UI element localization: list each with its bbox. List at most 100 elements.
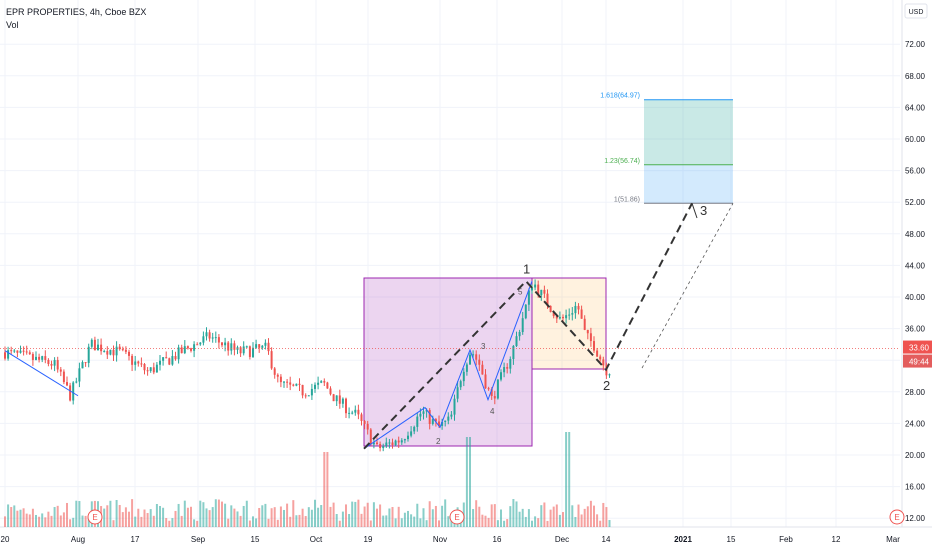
volume-bar: [391, 507, 394, 527]
volume-bar: [360, 513, 363, 527]
fib-zone-lower: [644, 164, 733, 204]
candle-body: [419, 413, 422, 417]
candle-body: [500, 372, 502, 380]
candle-body: [69, 385, 72, 401]
candle-body: [146, 370, 149, 372]
candle-body: [537, 284, 540, 296]
candle-body: [304, 395, 307, 397]
volume-bar: [248, 520, 251, 527]
candle-body: [323, 381, 326, 383]
wave-3-tick: [691, 203, 698, 219]
candle-body: [341, 398, 344, 404]
volume-bar: [174, 510, 177, 527]
volume-legend: Vol: [6, 20, 19, 30]
candle-body: [534, 284, 537, 288]
candle-body: [360, 414, 363, 422]
candle-body: [326, 382, 329, 389]
volume-bar: [608, 520, 611, 527]
candle-body: [431, 419, 434, 424]
wave-label-2: 2: [603, 378, 610, 393]
minor-label-2: 2: [436, 437, 441, 446]
volume-bar: [583, 508, 586, 527]
volume-bar: [75, 500, 78, 527]
candle-body: [555, 316, 558, 319]
candle-body: [267, 342, 270, 352]
volume-bar: [422, 508, 425, 527]
candle-body: [270, 351, 273, 369]
candle-body: [332, 394, 335, 402]
candle-body: [589, 333, 592, 342]
countdown-badge: [903, 354, 932, 368]
volume-bar: [537, 518, 540, 527]
price-tick-label: 20.00: [905, 451, 926, 460]
volume-bar: [568, 432, 571, 527]
candle-body: [583, 318, 586, 330]
candle-body: [134, 361, 137, 365]
candle-body: [469, 354, 471, 365]
volume-bar: [338, 520, 341, 527]
volume-bar: [205, 508, 208, 527]
volume-bar: [357, 499, 360, 527]
volume-bar: [518, 511, 521, 527]
candle-body: [422, 411, 425, 414]
volume-bar: [66, 502, 68, 527]
volume-bar: [465, 437, 468, 527]
candle-body: [372, 442, 375, 445]
price-tick-label: 48.00: [905, 230, 926, 239]
time-tick-label: 14: [602, 535, 611, 544]
volume-bar: [44, 517, 47, 527]
candle-body: [84, 362, 87, 364]
wave-label-1: 1: [523, 261, 530, 276]
candle-body: [558, 316, 561, 319]
time-tick-label: Feb: [779, 535, 793, 544]
candle-body: [115, 346, 118, 356]
volume-bar: [487, 517, 490, 527]
volume-bar: [211, 507, 214, 527]
price-tick-label: 64.00: [905, 103, 926, 112]
candle-body: [307, 395, 310, 397]
volume-bar: [413, 516, 416, 527]
candle-body: [22, 350, 25, 352]
volume-bar: [258, 507, 261, 527]
candle-body: [103, 351, 106, 353]
volume-bar: [168, 520, 171, 527]
candle-body: [586, 329, 589, 334]
wave-lines: [0, 202, 900, 450]
minor-label-3: 3: [481, 342, 486, 351]
volume-bar: [323, 452, 326, 527]
countdown-label: 49:44: [909, 358, 930, 367]
candle-body: [214, 337, 217, 339]
candle-body: [152, 367, 155, 373]
volume-bar: [382, 515, 385, 527]
candle-body: [38, 356, 41, 360]
candle-body: [245, 346, 248, 348]
candle-body: [562, 316, 564, 319]
candle-body: [599, 356, 602, 360]
candle-body: [574, 305, 577, 314]
candle-body: [10, 350, 13, 352]
candle-body: [413, 426, 416, 432]
candle-body: [593, 341, 595, 351]
candle-body: [354, 409, 357, 413]
volume-bar: [56, 505, 59, 527]
candle-body: [208, 332, 211, 339]
volume-bar: [162, 507, 165, 527]
volume-bar: [314, 499, 316, 527]
price-tick-label: 12.00: [905, 514, 926, 523]
candle-body: [385, 442, 388, 447]
volume-bar: [506, 519, 509, 527]
volume-bar: [227, 518, 230, 527]
volume-bar: [410, 514, 413, 527]
candle-body: [177, 347, 180, 360]
time-tick-label: 12: [832, 535, 841, 544]
volume-bar: [41, 513, 44, 527]
candle-body: [19, 350, 22, 353]
candle-body: [205, 332, 208, 337]
candle-body: [165, 357, 168, 359]
candles: [4, 279, 611, 452]
volume-bar: [348, 514, 351, 527]
candle-body: [59, 369, 62, 372]
candle-body: [506, 367, 509, 369]
